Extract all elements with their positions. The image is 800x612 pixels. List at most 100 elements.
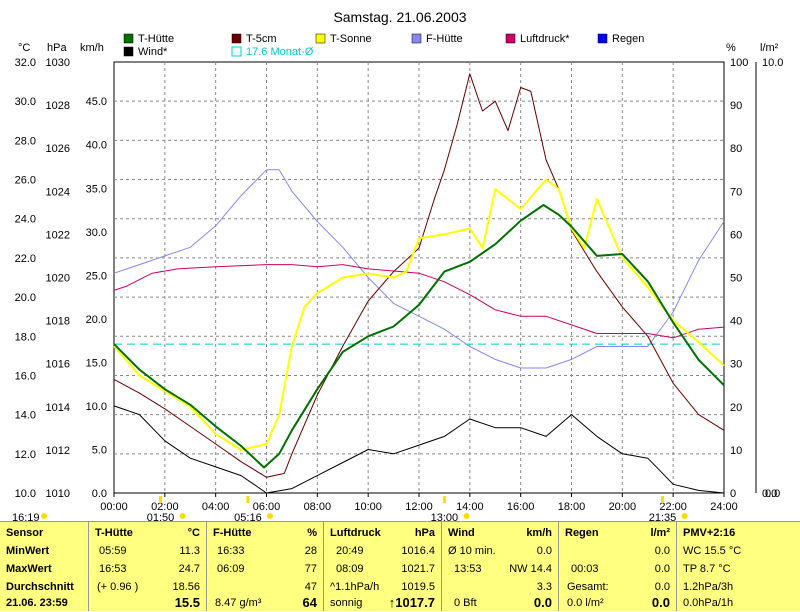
legend-swatch [411, 33, 422, 44]
wind-current: 0.0 [533, 595, 552, 610]
series-luftdruck [113, 264, 725, 339]
regen-total: 0.0 [654, 581, 670, 593]
t-huette-unit: °C [187, 527, 200, 539]
time-marker-label: 05:16 [234, 512, 262, 521]
legend-label: T-Hütte [138, 33, 174, 45]
time-marker-dot [179, 513, 186, 519]
kmh-tick-label: 5.0 [92, 444, 107, 456]
weather-forecast: sonnig [330, 597, 363, 609]
rain-tick-label: 0.0 [762, 488, 777, 500]
hpa-tick-label: 1028 [46, 100, 70, 112]
percent-tick-label: 70 [730, 186, 742, 198]
time-marker-dot [463, 513, 470, 519]
legend-swatch [597, 33, 608, 44]
luftdruck-min: 1016.4 [401, 545, 435, 557]
pressure-trend-1h: 0.0hPa/1h [683, 597, 734, 609]
series-f-h-tte [113, 169, 725, 369]
time-marker-dot [266, 513, 273, 519]
kmh-tick-label: 30.0 [86, 227, 107, 239]
rain-axis-label: l/m² [760, 42, 779, 54]
t-huette-max-time: 16:53 [99, 563, 127, 575]
t-huette-section: T-Hütte °C 05:59 11.3 16:53 24.7 (+ 0.96 ) 1… [89, 522, 207, 611]
f-huette-max: 77 [304, 563, 317, 575]
regen-min: 0.0 [654, 545, 670, 557]
luftdruck-max-time: 08:09 [336, 563, 364, 575]
legend-label: F-Hütte [426, 33, 463, 45]
time-marker-label: 16:19 [12, 512, 40, 521]
celsius-tick-label: 20.0 [15, 292, 36, 304]
hpa-tick-label: 1022 [46, 229, 70, 241]
hpa-tick-label: 1030 [46, 57, 70, 69]
t-huette-current: 15.5 [174, 595, 200, 610]
time-marker-dot [41, 513, 47, 519]
series-wind [113, 405, 725, 494]
hpa-tick-label: 1012 [46, 445, 70, 457]
x-tick-label: 22:00 [659, 501, 687, 513]
luftdruck-unit: hPa [414, 527, 435, 539]
x-tick-label: 14:00 [456, 501, 484, 513]
windchill: WC 15.5 °C [683, 545, 742, 557]
celsius-tick-label: 16.0 [15, 370, 36, 382]
legend-swatch [231, 33, 242, 44]
wind-beaufort: 0 Bft [454, 597, 477, 609]
celsius-axis-label: °C [18, 42, 30, 54]
sensor-title: Sensor [6, 527, 44, 539]
percent-tick-label: 40 [730, 316, 742, 328]
percent-tick-label: 100 [730, 57, 748, 69]
summary-panel: Sensor MinWert MaxWert Durchschnitt 21.0… [0, 521, 800, 611]
time-marker-label: 21:35 [649, 512, 677, 521]
f-huette-min: 28 [304, 545, 317, 557]
percent-tick-label: 10 [730, 445, 742, 457]
f-huette-section: F-Hütte% 16:33 28 06:09 77 47 8.47 g/m³ 64 [207, 522, 324, 611]
wind-section: Wind km/h Ø 10 min. 0.0 13:53 NW 14.4 3.3 0… [442, 522, 559, 611]
celsius-tick-label: 26.0 [15, 175, 36, 187]
regen-current: 0.0 [651, 595, 670, 610]
series-t-h-tte [113, 204, 725, 469]
hpa-tick-label: 1024 [46, 186, 70, 198]
t-huette-deviation: (+ 0.96 ) [97, 581, 139, 593]
regen-max: 0.0 [654, 563, 670, 575]
legend-label: Wind* [138, 46, 168, 58]
legend-label: Regen [612, 33, 644, 45]
legend-swatch [315, 33, 326, 44]
luftdruck-trend: ^1.1hPa/h [330, 581, 380, 593]
kmh-axis-label: km/h [80, 42, 104, 54]
x-tick-label: 24:00 [710, 501, 738, 513]
f-huette-title: F-Hütte [213, 527, 252, 539]
x-tick-label: 02:00 [151, 501, 179, 513]
f-huette-current: 64 [302, 595, 317, 610]
kmh-tick-label: 15.0 [86, 357, 107, 369]
rain-readout: 0.0 [765, 488, 780, 500]
celsius-tick-label: 12.0 [15, 449, 36, 461]
hpa-tick-label: 1018 [46, 316, 70, 328]
percent-tick-label: 0 [730, 488, 736, 500]
f-huette-avg: 47 [304, 581, 317, 593]
current-timestamp: 21.06. 23:59 [6, 597, 68, 609]
celsius-tick-label: 10.0 [15, 488, 36, 500]
series-lines [113, 73, 725, 494]
legend-label: 17.6 Monat-Ø [246, 46, 314, 58]
wind-min: 0.0 [536, 545, 552, 557]
rain-tick-label: 10.0 [762, 57, 783, 69]
f-huette-absolute: 8.47 g/m³ [215, 597, 262, 609]
chart-title: Samstag. 21.06.2003 [333, 9, 466, 25]
plot-area [113, 61, 725, 494]
regen-title: Regen [565, 527, 599, 539]
percent-tick-label: 60 [730, 229, 742, 241]
luftdruck-section: Luftdruck hPa 20:49 1016.4 08:09 1021.7 ^1.… [324, 522, 442, 611]
x-tick-label: 12:00 [405, 501, 433, 513]
percent-tick-label: 30 [730, 359, 742, 371]
x-tick-label: 10:00 [354, 501, 382, 513]
x-tick-label: 06:00 [253, 501, 281, 513]
time-markers: 16:19 01:50 05:16 13:00 21:35 0.0 [12, 488, 780, 521]
min-label: MinWert [6, 545, 50, 557]
percent-tick-label: 80 [730, 143, 742, 155]
celsius-tick-label: 28.0 [15, 135, 36, 147]
hpa-tick-label: 1026 [46, 143, 70, 155]
dewpoint: TP 8.7 °C [683, 563, 731, 575]
celsius-tick-label: 30.0 [15, 96, 36, 108]
y-tick-labels: 32.0 30.0 28.0 26.0 24.0 22.0 20.0 18.0 16.0 14.0… [15, 57, 784, 500]
regen-max-time: 00:03 [571, 563, 599, 575]
pmv-title: PMV+2:16 [683, 527, 736, 539]
x-tick-label: 00:00 [100, 501, 128, 513]
